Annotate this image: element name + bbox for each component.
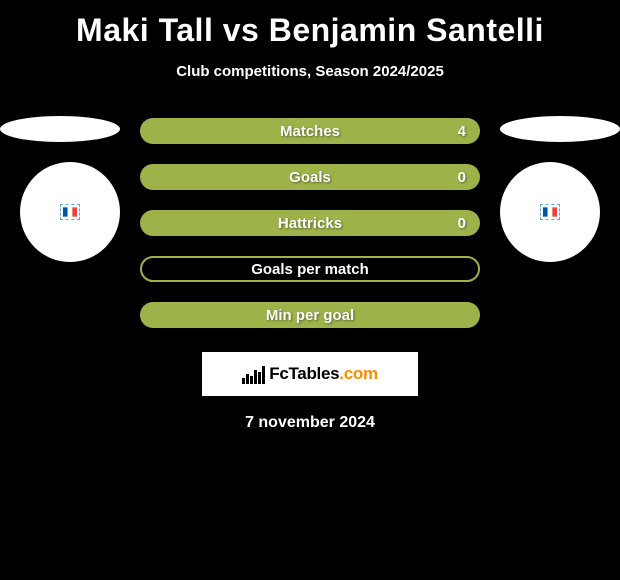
player-left-name-pill [0, 116, 120, 142]
player-left-avatar [20, 162, 120, 262]
brand-chart-icon [242, 364, 265, 384]
stat-bars: Matches 4 Goals 0 Hattricks 0 Goals per … [140, 118, 480, 328]
stat-label: Hattricks [278, 215, 342, 232]
page-title: Maki Tall vs Benjamin Santelli [0, 0, 620, 49]
flag-icon-left [61, 205, 79, 219]
stat-bar-goals: Goals 0 [140, 164, 480, 190]
stat-bar-goals-per-match: Goals per match [140, 256, 480, 282]
date-label: 7 november 2024 [0, 414, 620, 432]
stat-label: Matches [280, 123, 340, 140]
brand-suffix: .com [339, 364, 377, 383]
stat-bar-min-per-goal: Min per goal [140, 302, 480, 328]
brand-badge: FcTables.com [202, 352, 418, 396]
subtitle: Club competitions, Season 2024/2025 [0, 63, 620, 80]
stat-label: Min per goal [266, 307, 354, 324]
stat-bar-hattricks: Hattricks 0 [140, 210, 480, 236]
stats-area: Matches 4 Goals 0 Hattricks 0 Goals per … [0, 118, 620, 328]
stat-label: Goals [289, 169, 331, 186]
brand-text: FcTables.com [269, 364, 378, 384]
flag-icon-right [541, 205, 559, 219]
stat-label: Goals per match [251, 261, 369, 278]
player-right-name-pill [500, 116, 620, 142]
brand-name: FcTables [269, 364, 339, 383]
stat-bar-matches: Matches 4 [140, 118, 480, 144]
stat-value: 0 [458, 169, 466, 186]
stat-value: 4 [458, 123, 466, 140]
player-right-avatar [500, 162, 600, 262]
stat-value: 0 [458, 215, 466, 232]
